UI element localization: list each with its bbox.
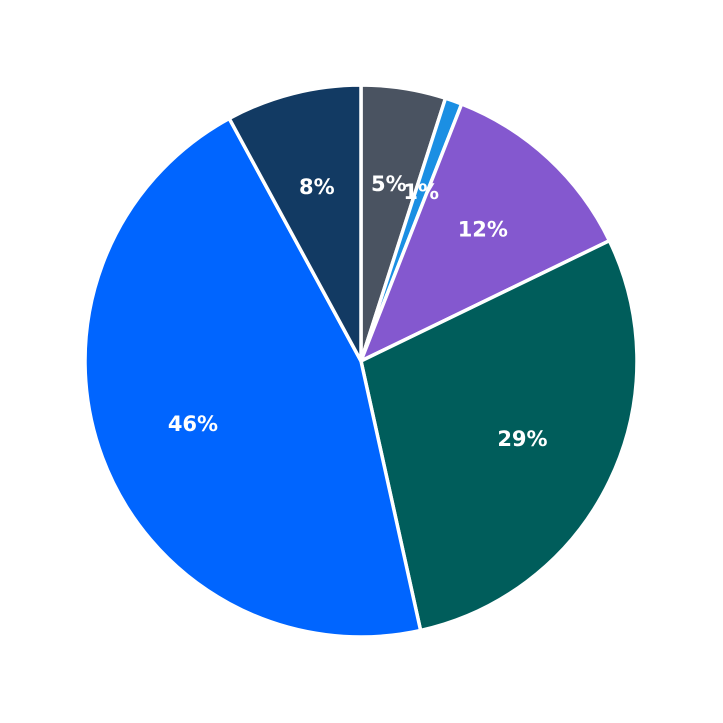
pie-slice-12pct [359, 102, 612, 363]
slice-label-46pct: 46% [168, 412, 218, 436]
slices-layer [83, 83, 639, 639]
slice-label-12pct: 12% [458, 217, 508, 241]
slice-label-8pct: 8% [299, 175, 335, 199]
slice-label-1pct: 1% [403, 180, 439, 204]
slice-label-29pct: 29% [497, 427, 547, 451]
slice-label-5pct: 5% [371, 172, 407, 196]
pie-slice-8pct [227, 83, 363, 363]
pie-slice-46pct [83, 116, 423, 639]
labels-layer: 5%1% 12% 29% 46% 8% [168, 172, 548, 451]
pie-slice-29pct [359, 238, 639, 633]
